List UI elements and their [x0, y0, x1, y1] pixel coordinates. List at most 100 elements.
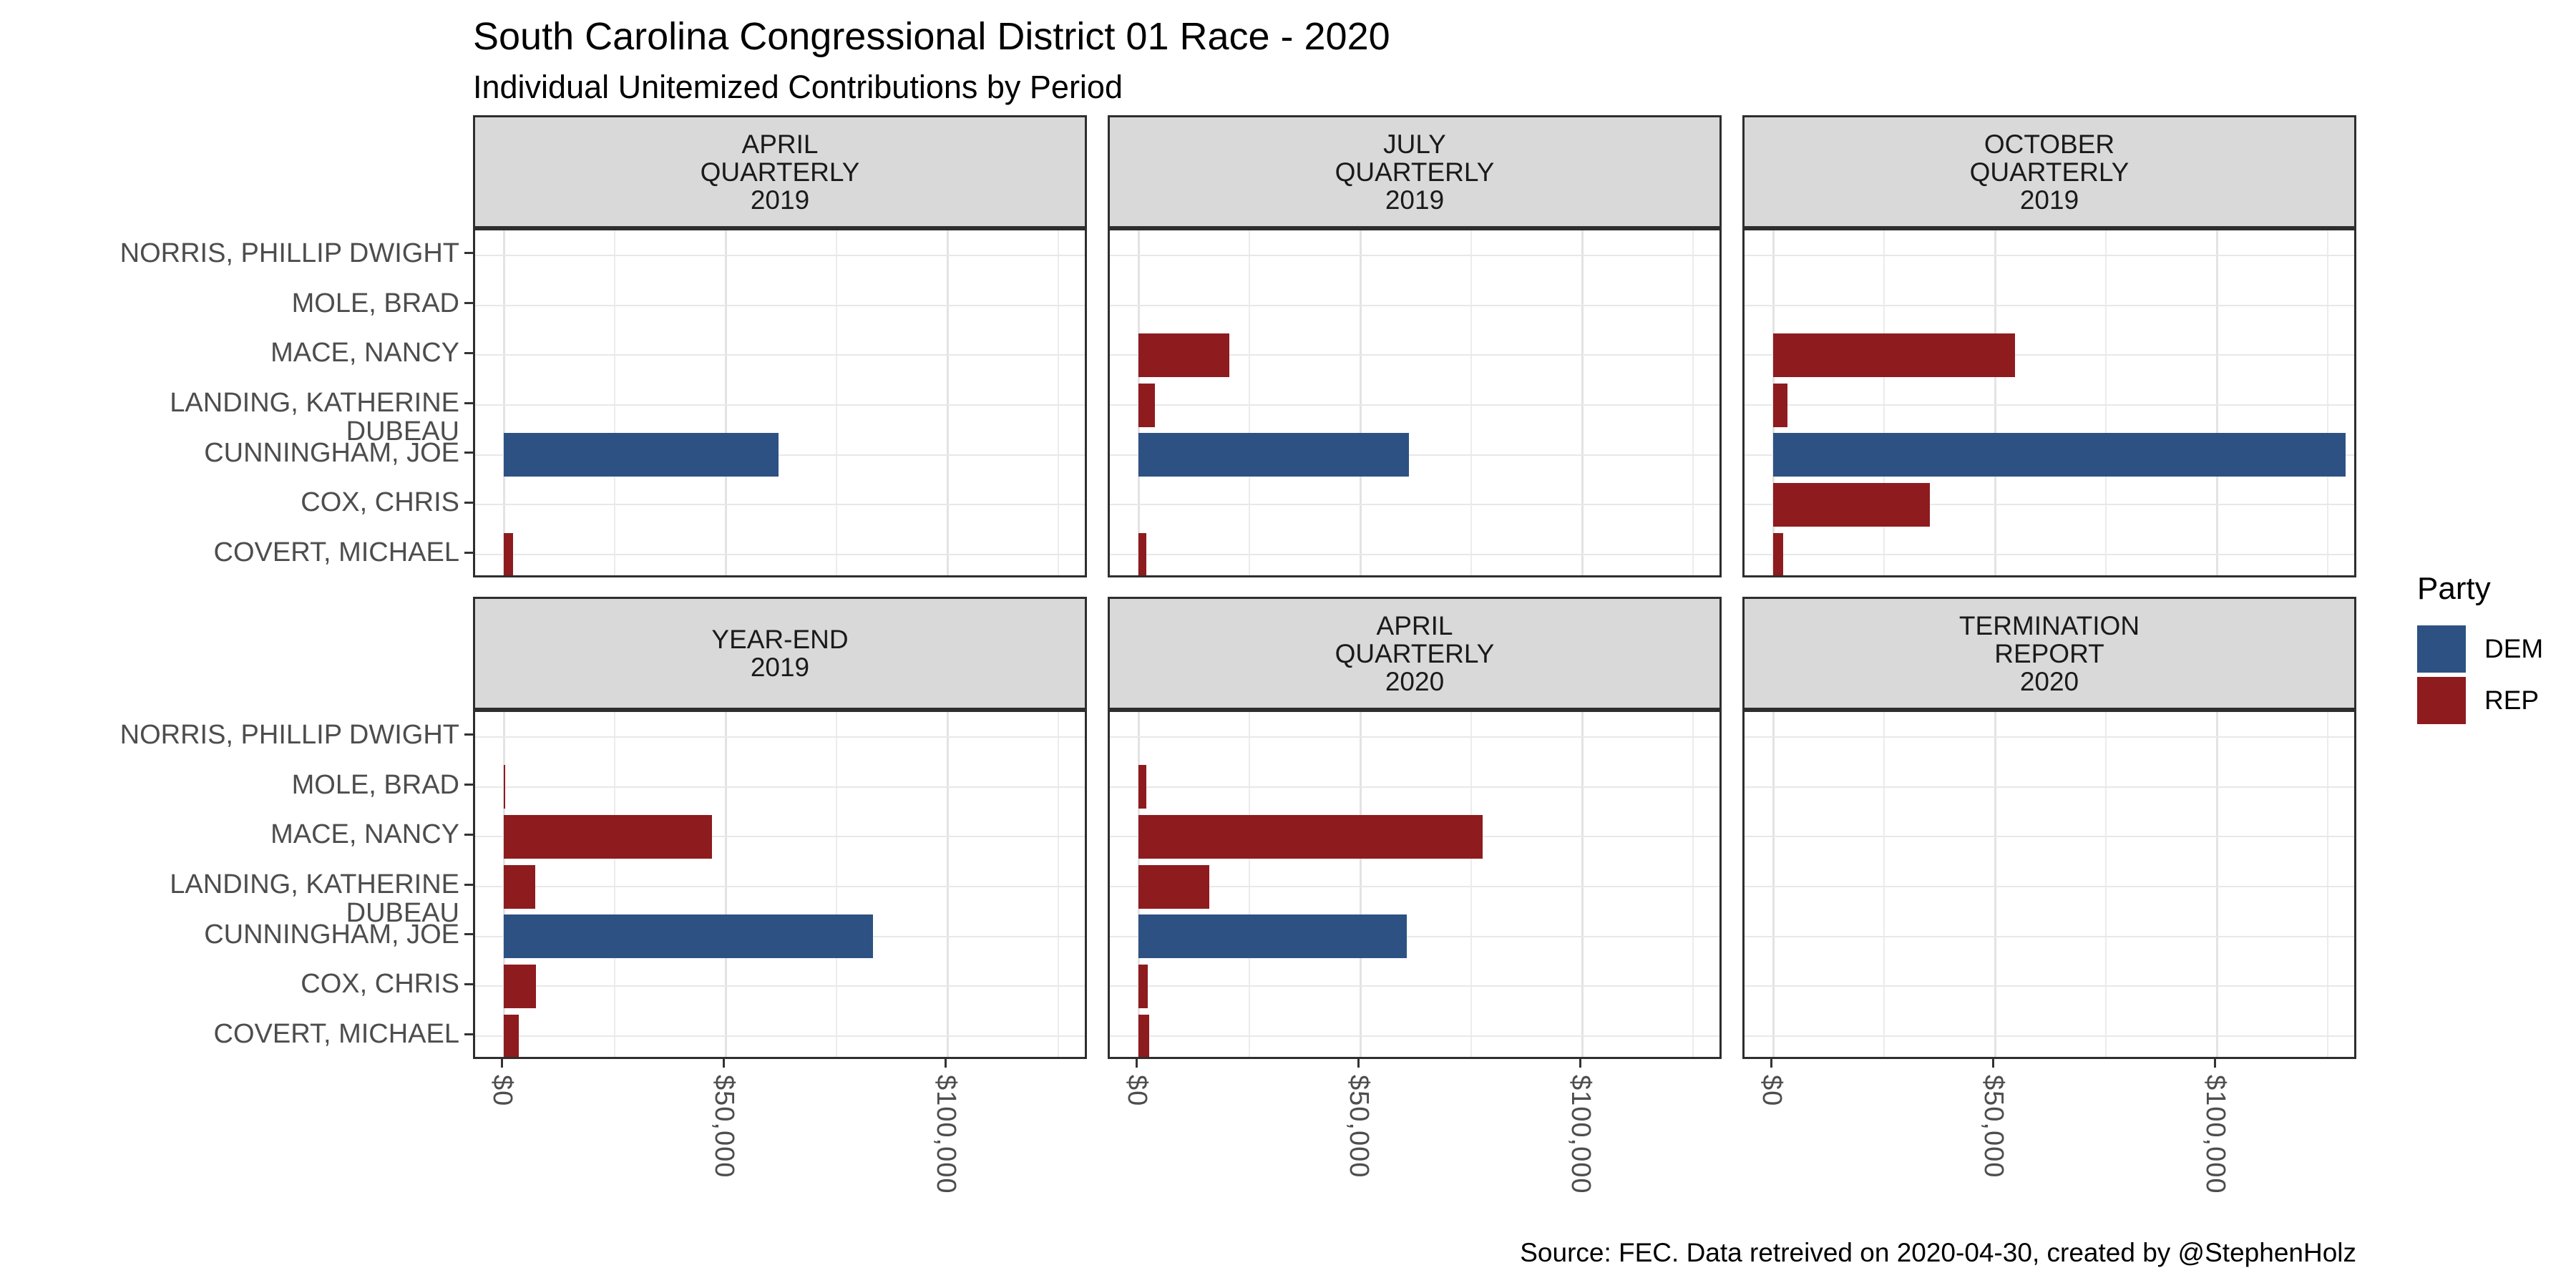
gridline-major	[1581, 230, 1584, 575]
gridline-minor	[836, 230, 837, 575]
gridline-row	[475, 554, 1085, 556]
y-axis-label-cox-chris: COX, CHRIS	[301, 487, 459, 518]
legend-label-rep: REP	[2484, 686, 2540, 715]
gridline-row	[1745, 254, 2354, 256]
bar-covert-michael	[1773, 532, 1784, 575]
gridline-major	[2215, 712, 2218, 1057]
y-axis-label-covert-michael: COVERT, MICHAEL	[213, 537, 459, 568]
gridline-minor	[2327, 712, 2328, 1057]
bar-landing-katherine-dubeau	[1138, 383, 1155, 427]
chart-title: South Carolina Congressional District 01…	[473, 15, 1390, 58]
gridline-major	[1359, 230, 1362, 575]
source-caption: Source: FEC. Data retreived on 2020-04-3…	[1520, 1238, 2356, 1267]
x-axis-label-100-000: $100,000	[1566, 1075, 1596, 1194]
gridline-row	[475, 985, 1085, 987]
gridline-minor	[1249, 712, 1250, 1057]
x-axis-label-0: $0	[1757, 1075, 1787, 1107]
gridline-row	[1110, 1035, 1719, 1038]
y-axis-label-cox-chris: COX, CHRIS	[301, 969, 459, 1000]
x-tick	[1991, 1059, 1994, 1068]
facet-panel-april-quarterly-2019	[473, 228, 1087, 577]
x-tick	[722, 1059, 725, 1068]
gridline-row	[1110, 935, 1719, 937]
gridline-row	[1110, 504, 1719, 506]
gridline-row	[475, 504, 1085, 506]
gridline-minor	[1883, 230, 1885, 575]
gridline-major	[946, 230, 949, 575]
legend-swatch-rep-icon	[2417, 677, 2466, 724]
gridline-row	[475, 886, 1085, 887]
y-tick	[464, 551, 473, 554]
x-axis-label-100-000: $100,000	[2200, 1075, 2230, 1194]
y-tick	[464, 501, 473, 504]
x-axis-label-0: $0	[487, 1075, 517, 1107]
bar-mace-nancy	[1138, 333, 1230, 377]
legend-item-dem: DEM	[2417, 625, 2543, 673]
bar-cox-chris	[504, 964, 537, 1008]
facet-panel-july-quarterly-2019	[1108, 228, 1722, 577]
gridline-row	[1110, 554, 1719, 556]
facet-strip-july-quarterly-2019: JULY QUARTERLY 2019	[1108, 115, 1722, 228]
gridline-row	[475, 404, 1085, 406]
bar-landing-katherine-dubeau	[504, 864, 535, 909]
gridline-major	[2215, 230, 2218, 575]
gridline-row	[1745, 985, 2354, 987]
bar-mole-brad	[504, 765, 505, 809]
chart-subtitle: Individual Unitemized Contributions by P…	[473, 69, 1123, 105]
legend-label-dem: DEM	[2484, 634, 2544, 663]
legend-title: Party	[2417, 571, 2491, 606]
gridline-minor	[1692, 230, 1694, 575]
legend-swatch-dem-icon	[2417, 625, 2466, 673]
bar-covert-michael	[504, 532, 513, 575]
gridline-minor	[1470, 712, 1472, 1057]
gridline-major	[502, 230, 505, 575]
y-tick	[464, 351, 473, 354]
bar-cox-chris	[1138, 964, 1148, 1008]
gridline-row	[1745, 935, 2354, 937]
gridline-row	[475, 354, 1085, 356]
gridline-minor	[2327, 230, 2328, 575]
x-tick	[1357, 1059, 1360, 1068]
gridline-minor	[614, 712, 615, 1057]
facet-panel-april-quarterly-2020	[1108, 710, 1722, 1059]
gridline-minor	[1249, 230, 1250, 575]
bar-covert-michael	[504, 1014, 519, 1057]
x-axis-label-100-000: $100,000	[931, 1075, 961, 1194]
gridline-row	[475, 786, 1085, 788]
gridline-row	[1110, 985, 1719, 987]
y-tick	[464, 883, 473, 886]
gridline-row	[475, 1035, 1085, 1038]
gridline-row	[1110, 886, 1719, 887]
gridline-row	[1745, 304, 2354, 306]
x-tick	[1579, 1059, 1581, 1068]
gridline-row	[1745, 886, 2354, 887]
bar-cox-chris	[1773, 482, 1930, 527]
gridline-row	[475, 254, 1085, 256]
gridline-major	[724, 712, 727, 1057]
x-axis-label-50-000: $50,000	[1344, 1075, 1374, 1179]
facet-strip-april-quarterly-2020: APRIL QUARTERLY 2020	[1108, 597, 1722, 710]
y-tick	[464, 302, 473, 305]
gridline-major	[1359, 712, 1362, 1057]
x-tick	[500, 1059, 503, 1068]
y-tick	[464, 252, 473, 255]
gridline-row	[1745, 504, 2354, 506]
gridline-row	[1110, 736, 1719, 738]
gridline-row	[1110, 786, 1719, 788]
facet-strip-year-end-2019: YEAR-END 2019	[473, 597, 1087, 710]
bar-mace-nancy	[1773, 333, 2015, 377]
y-axis-label-covert-michael: COVERT, MICHAEL	[213, 1019, 459, 1050]
gridline-row	[1745, 786, 2354, 788]
bar-cunningham-joe	[504, 433, 779, 477]
gridline-row	[475, 304, 1085, 306]
y-axis-label-landing-katherine-dubeau: LANDING, KATHERINE DUBEAU	[170, 388, 459, 447]
bar-cunningham-joe	[504, 914, 873, 959]
gridline-row	[1110, 254, 1719, 256]
gridline-major	[1581, 712, 1584, 1057]
y-axis-label-cunningham-joe: CUNNINGHAM, JOE	[204, 919, 459, 950]
y-tick	[464, 784, 473, 786]
gridline-row	[1110, 354, 1719, 356]
gridline-row	[1745, 736, 2354, 738]
facet-panel-year-end-2019	[473, 710, 1087, 1059]
